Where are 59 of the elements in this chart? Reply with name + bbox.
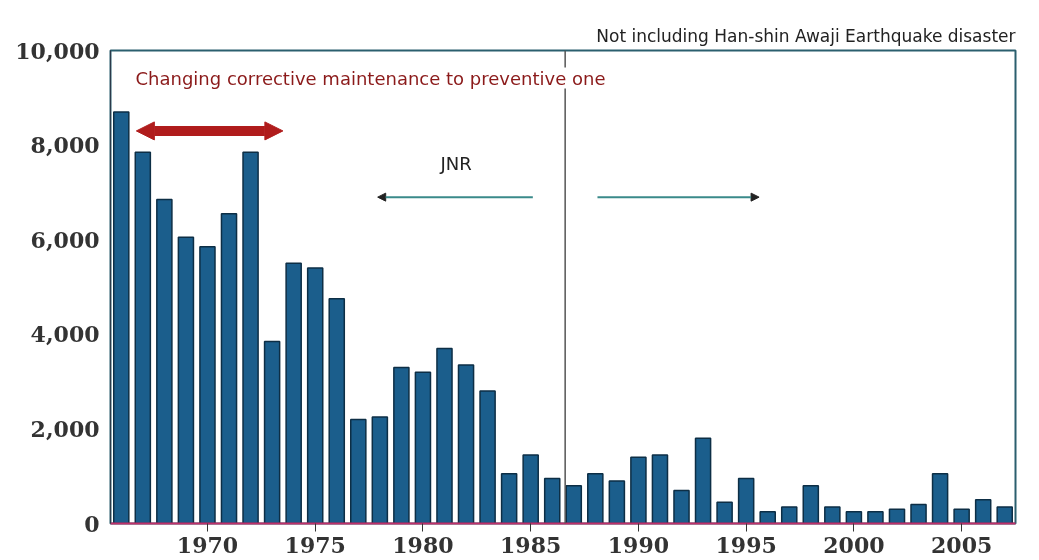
y-tick-label: 0	[84, 510, 100, 537]
bar	[177, 236, 195, 524]
y-tick-label: 8,000	[30, 132, 100, 159]
bar	[134, 151, 152, 524]
x-tick-label: 1985	[500, 531, 562, 558]
x-tick-label: 2000	[823, 531, 885, 558]
bar	[565, 484, 583, 524]
bar	[931, 473, 949, 524]
x-tick-label: 2005	[931, 531, 993, 558]
bar	[824, 506, 841, 524]
bar	[479, 390, 496, 524]
bar	[759, 510, 776, 524]
bar	[716, 501, 733, 524]
chart-subtitle: Not including Han-shin Awaji Earthquake disaster	[596, 25, 1016, 46]
x-tick-label: 1990	[607, 531, 670, 558]
bar	[522, 454, 539, 524]
bar	[500, 473, 518, 524]
bar	[350, 418, 367, 524]
bar	[780, 506, 798, 524]
x-tick-label: 1975	[284, 531, 346, 558]
bar	[630, 456, 647, 524]
bar	[910, 503, 927, 524]
bar	[328, 298, 346, 524]
annotation: JNR	[439, 152, 472, 174]
bar	[673, 489, 690, 524]
bar	[306, 267, 324, 524]
x-tick-label: 1995	[715, 531, 777, 558]
bar	[414, 371, 432, 524]
bar	[888, 508, 906, 524]
annotation: Changing corrective maintenance to preventive one	[135, 67, 606, 89]
bar	[199, 246, 216, 524]
bar	[220, 212, 238, 524]
bar	[393, 366, 410, 524]
bar	[436, 347, 453, 524]
bar	[845, 510, 863, 524]
y-tick-label: 6,000	[30, 226, 100, 253]
x-tick-label: 1980	[392, 531, 454, 558]
bar	[263, 340, 281, 524]
bar	[457, 364, 475, 524]
bar	[953, 508, 970, 524]
bar	[974, 499, 992, 524]
bar	[543, 477, 561, 524]
bar	[371, 416, 389, 524]
bar	[242, 151, 259, 524]
x-tick-label: 1970	[176, 531, 239, 558]
bar	[587, 473, 604, 524]
bar	[156, 198, 173, 524]
bar	[112, 111, 130, 524]
bar	[867, 510, 884, 524]
bar	[285, 262, 302, 524]
bar	[651, 454, 669, 524]
bar	[802, 484, 820, 524]
bar	[694, 437, 712, 524]
y-tick-label: 4,000	[30, 321, 100, 348]
y-tick-label: 10,000	[15, 37, 100, 64]
bar	[737, 477, 755, 524]
bar	[996, 506, 1014, 524]
y-tick-label: 2,000	[30, 415, 100, 442]
bar	[608, 480, 626, 524]
